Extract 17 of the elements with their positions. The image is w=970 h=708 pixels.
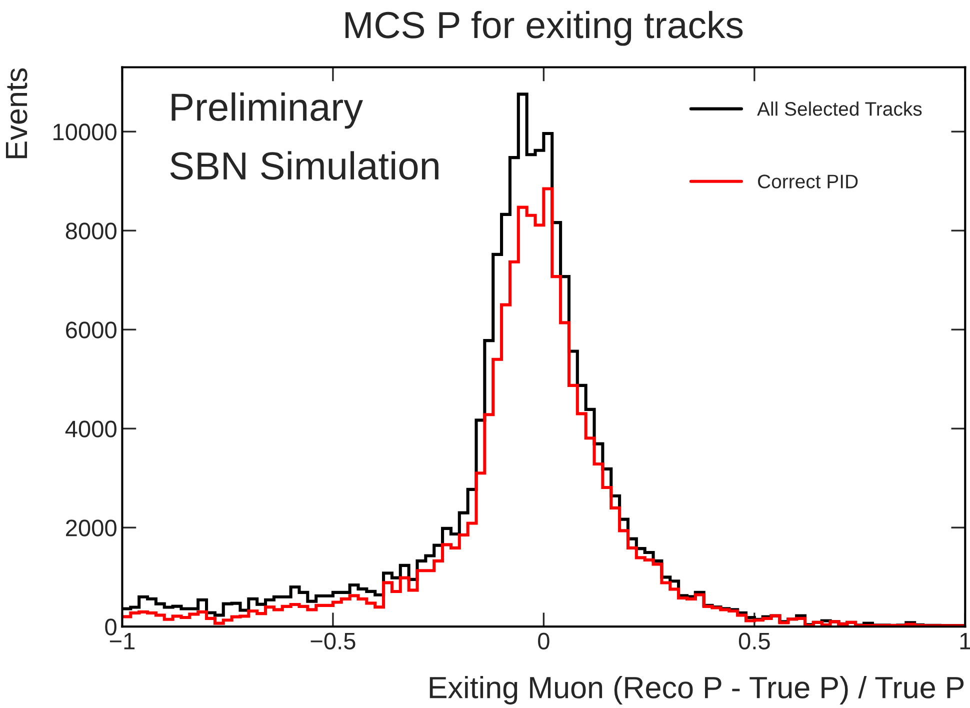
legend-label: Correct PID (758, 174, 858, 188)
annotation: Preliminary (172, 92, 363, 129)
chart-title: MCS P for exiting tracks (346, 10, 743, 46)
y-tick-label: 6000 (66, 322, 116, 338)
y-tick-label: 4000 (65, 420, 116, 438)
x-tick-label: −1 (110, 633, 135, 650)
y-tick-label: 10000 (54, 124, 116, 140)
x-tick-label: 0.5 (738, 632, 770, 650)
annotation: SBN Simulation (170, 151, 438, 180)
legend-label: All Selected Tracks (757, 102, 922, 116)
y-tick-label: 0 (105, 618, 116, 636)
x-tick-label: 0 (538, 632, 550, 650)
y-axis-title: Events (6, 68, 28, 158)
x-tick-label: −0.5 (310, 632, 356, 650)
x-axis-title: Exiting Muon (Reco P - True P) / True P (430, 676, 964, 704)
y-tick-label: 8000 (66, 222, 116, 240)
y-tick-label: 2000 (66, 520, 116, 536)
